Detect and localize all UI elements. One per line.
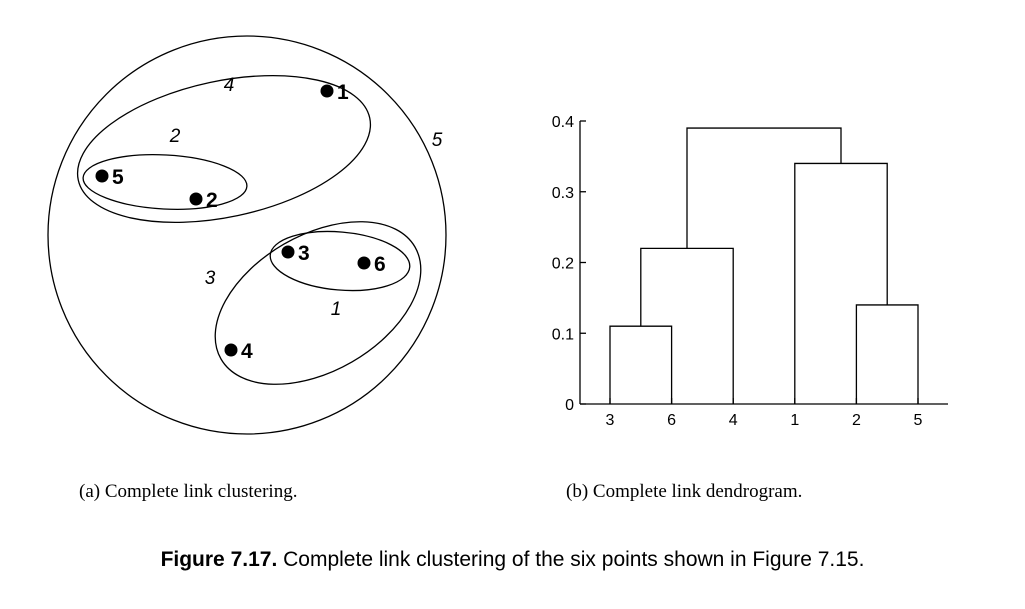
point-6-label: 6 (374, 253, 386, 276)
point-1-label: 1 (337, 81, 349, 104)
leaf-label-1: 1 (790, 412, 799, 429)
cluster-5-label: 5 (432, 130, 443, 151)
y-tick-label-3: 0.3 (552, 185, 574, 202)
cluster-2-outline (82, 154, 248, 210)
clustering-diagram (47, 35, 447, 435)
dendrogram-link-2 (855, 304, 919, 404)
cluster-5-outline (47, 35, 447, 435)
leaf-label-5: 5 (914, 412, 923, 429)
dendrogram-axes: 0 0.1 0.2 0.3 0.4 3 6 4 1 2 5 (552, 114, 948, 429)
data-points: 1 2 3 4 5 6 (95, 81, 386, 363)
y-tick-label-2: 0.2 (552, 256, 574, 273)
leaf-label-2: 2 (852, 412, 861, 429)
dendrogram-link-5 (686, 127, 842, 249)
subcaption-a: (a) Complete link clustering. (79, 481, 298, 502)
point-4-dot (224, 343, 238, 357)
y-tick-label-1: 0.1 (552, 326, 574, 343)
point-3-dot (281, 245, 295, 259)
point-5-dot (95, 169, 109, 183)
dendrogram-chart: 0 0.1 0.2 0.3 0.4 3 6 4 1 2 5 (552, 114, 948, 429)
cluster-4-label: 4 (224, 75, 235, 96)
dendrogram-link-1 (609, 325, 673, 404)
cluster-4-outline (76, 74, 372, 224)
figure-number: Figure 7.17. (160, 548, 278, 571)
leaf-label-3: 3 (606, 412, 615, 429)
leaf-label-4: 4 (729, 412, 738, 429)
point-3-label: 3 (298, 242, 310, 265)
leaf-label-6: 6 (667, 412, 676, 429)
cluster-labels: 1 2 3 4 5 (169, 75, 443, 320)
cluster-2-label: 2 (169, 126, 181, 147)
cluster-1-outline (269, 230, 411, 292)
point-2-label: 2 (206, 189, 218, 212)
point-5-label: 5 (112, 166, 124, 189)
figure-caption: Figure 7.17. Complete link clustering of… (0, 548, 1025, 572)
figure-caption-text: Complete link clustering of the six poin… (283, 548, 865, 571)
cluster-3-outline (214, 221, 422, 385)
dendrogram-links (609, 127, 919, 404)
dendrogram-link-4 (794, 162, 888, 404)
cluster-3-label: 3 (205, 268, 216, 289)
point-6-dot (357, 256, 371, 270)
subcaption-b: (b) Complete link dendrogram. (566, 481, 803, 502)
point-2-dot (189, 192, 203, 206)
point-4-label: 4 (241, 340, 253, 363)
cluster-1-label: 1 (331, 299, 342, 320)
y-tick-label-0: 0 (565, 397, 574, 414)
point-1-dot (320, 84, 334, 98)
y-tick-label-4: 0.4 (552, 114, 574, 131)
